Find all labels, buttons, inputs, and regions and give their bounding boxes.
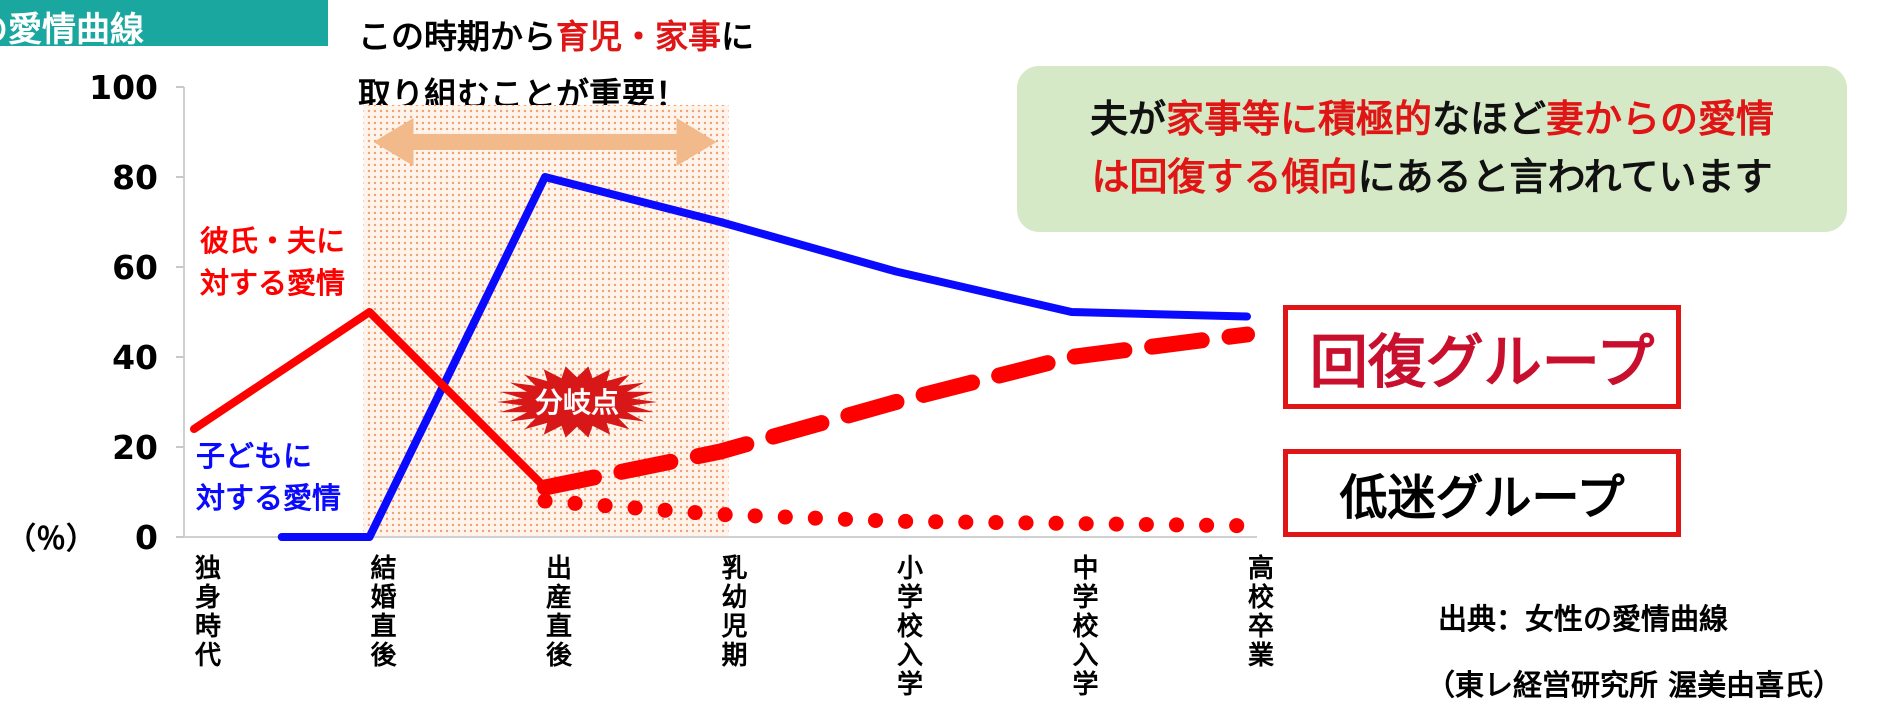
x-tick-label: 小学校入学 — [897, 554, 924, 700]
source-line1: 出典：女性の愛情曲線 — [1438, 602, 1729, 636]
source-line2: （東レ経営研究所 渥美由喜氏） — [1426, 668, 1843, 702]
callout-l2-b: にあると言われています — [1357, 155, 1773, 199]
top-note-highlight: 育児・家事 — [556, 17, 721, 56]
branch-point-label: 分岐点 — [535, 386, 619, 419]
callout-box: 夫が家事等に積極的なほど妻からの愛情 は回復する傾向にあると言われています — [1017, 66, 1847, 232]
header-title: の愛情曲線 — [0, 10, 144, 50]
stagnant-group-label: 低迷グループ — [1339, 470, 1625, 526]
y-axis-unit: （％） — [6, 522, 96, 557]
y-tick-label: 80 — [112, 158, 158, 197]
y-tick-label: 40 — [112, 338, 158, 377]
series-label-0: 彼氏・夫に対する愛情 — [200, 224, 345, 300]
header-tab: の愛情曲線 — [0, 0, 328, 50]
period-arrow — [373, 118, 717, 166]
y-tick-label: 60 — [112, 248, 158, 287]
series-line-dashed-2 — [537, 326, 1255, 496]
branch-point-burst: 分岐点 — [497, 366, 657, 438]
y-tick-label: 100 — [89, 68, 158, 107]
x-tick-label: 中学校入学 — [1072, 554, 1099, 700]
series-line-solid-1 — [277, 173, 1251, 541]
x-tick-label: 乳幼児期 — [721, 554, 747, 671]
y-tick-label: 0 — [135, 518, 158, 557]
top-note-part1: この時期から — [358, 17, 556, 56]
callout-l1-d: 妻からの愛情 — [1546, 97, 1775, 141]
top-note: この時期から育児・家事に 取り組むことが重要！ — [358, 8, 754, 124]
recovery-group-box: 回復グループ — [1283, 305, 1681, 409]
recovery-group-label: 回復グループ — [1309, 328, 1655, 396]
callout-l1-b: 家事等に積極的 — [1165, 97, 1432, 141]
callout-l1-c: なほど — [1432, 97, 1547, 141]
x-tick-label: 独身時代 — [194, 554, 221, 671]
series-line-dotted-3 — [537, 493, 1255, 534]
x-tick-label: 結婚直後 — [370, 553, 397, 671]
y-tick-label: 20 — [112, 428, 158, 467]
callout-l2-a: は回復する傾向 — [1091, 155, 1358, 199]
callout-l1-a: 夫が — [1089, 97, 1166, 141]
x-tick-label: 出産直後 — [546, 554, 573, 671]
series-line-solid-0 — [190, 308, 549, 492]
x-tick-label: 高校卒業 — [1248, 553, 1275, 671]
series-label-1: 子どもに対する愛情 — [196, 439, 341, 515]
stagnant-group-box: 低迷グループ — [1283, 449, 1681, 537]
highlight-band — [363, 105, 729, 537]
top-note-part2: に — [721, 17, 754, 56]
